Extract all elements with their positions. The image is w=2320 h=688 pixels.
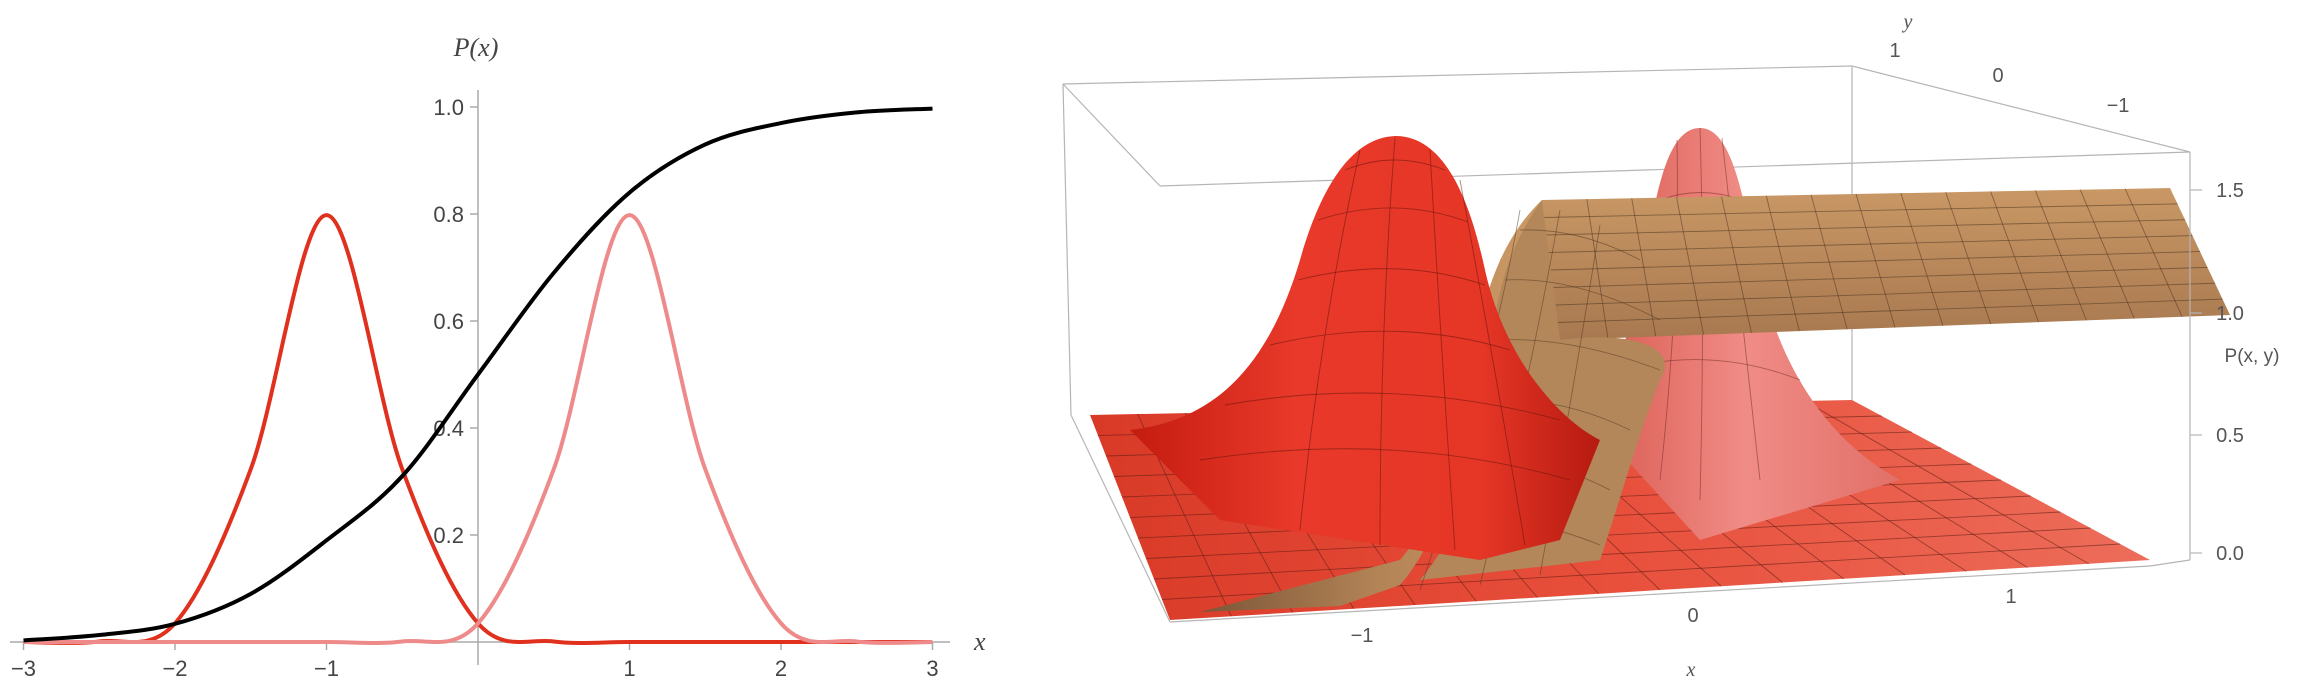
- y-axis-label-3d: y: [1902, 11, 1913, 33]
- y-tick-label: 1.0: [433, 95, 464, 120]
- y-tick-label: 0.2: [433, 523, 464, 548]
- y-tick-label-3d: −1: [2107, 95, 2130, 117]
- x-tick-label: −1: [314, 656, 339, 681]
- x-axis-label-3d: x: [1686, 659, 1696, 681]
- y-tick-label: 0.8: [433, 202, 464, 227]
- surface-chart: −1 0 1 1 0 −1 0.0 0.5 1.0 1.5 x y P(x, y): [1062, 11, 2280, 681]
- plateau-grid: [1544, 188, 2223, 339]
- x-tick-label-3d: 1: [2005, 586, 2016, 608]
- series-gaussian-right: [23, 213, 933, 645]
- z-tick-label-3d: 1.5: [2216, 180, 2244, 202]
- x-tick-label-3d: 0: [1687, 605, 1698, 627]
- z-tick-label-3d: 0.0: [2216, 543, 2244, 565]
- y-axis-label: P(x): [453, 33, 499, 62]
- x-tick-label: −3: [11, 656, 36, 681]
- y-tick-label-3d: 0: [1992, 65, 2003, 87]
- z-tick-label-3d: 0.5: [2216, 425, 2244, 447]
- z-tick-label-3d: 1.0: [2216, 303, 2244, 325]
- bounding-box-back: [1062, 65, 2191, 416]
- y-tick-label: 0.6: [433, 309, 464, 334]
- line-chart: −3 −2 −1 1 2 3 0.20.40.60.81.0 x P(x): [10, 33, 986, 681]
- x-tick-label: 2: [775, 656, 787, 681]
- peak-left-grid: [1199, 137, 1571, 551]
- y-tick-label-3d: 1: [1889, 40, 1900, 62]
- x-tick-label: 1: [623, 656, 635, 681]
- bounding-box-front: [1070, 152, 2191, 623]
- series-gaussian-left: [23, 213, 933, 645]
- x-tick-label-3d: −1: [1351, 625, 1374, 647]
- x-tick-label: −2: [162, 656, 187, 681]
- series-cdf: [23, 106, 933, 643]
- x-axis-label: x: [973, 627, 986, 656]
- z-axis-label-3d: P(x, y): [2225, 346, 2280, 367]
- x-tick-label: 3: [926, 656, 938, 681]
